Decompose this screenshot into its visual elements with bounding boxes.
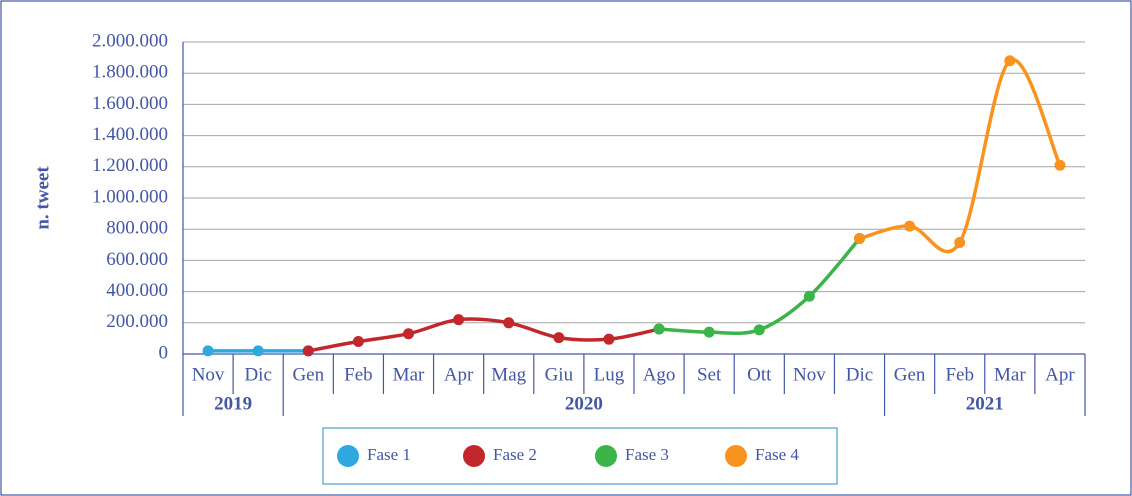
legend-marker	[337, 445, 359, 467]
x-tick-label: Gen	[894, 364, 926, 385]
x-tick-label: Mar	[393, 364, 425, 385]
legend-label: Fase 4	[755, 445, 799, 464]
data-point	[803, 290, 815, 302]
data-point	[352, 336, 364, 348]
data-point	[553, 332, 565, 344]
x-tick-label: Set	[697, 364, 722, 385]
x-tick-label: Dic	[244, 364, 271, 385]
x-tick-label: Mag	[491, 364, 526, 385]
data-point	[904, 220, 916, 232]
legend-label: Fase 2	[493, 445, 537, 464]
x-tick-label: Mar	[994, 364, 1026, 385]
data-point	[753, 324, 765, 336]
y-tick-label: 1.600.000	[92, 93, 168, 114]
y-tick-label: 800.000	[106, 218, 168, 239]
legend-box	[322, 427, 838, 485]
data-point	[854, 233, 865, 245]
data-point	[653, 323, 665, 335]
y-tick-label: 0	[159, 342, 169, 363]
x-tick-label: Apr	[1045, 364, 1075, 385]
y-tick-label: 1.200.000	[92, 155, 168, 176]
y-tick-label: 1.400.000	[92, 124, 168, 145]
x-tick-label: Feb	[945, 364, 974, 385]
x-tick-label: Feb	[344, 364, 373, 385]
data-point	[1004, 55, 1016, 67]
x-tick-label: Apr	[444, 364, 474, 385]
x-group-label: 2020	[565, 393, 603, 414]
x-tick-label: Nov	[192, 364, 225, 385]
data-point	[252, 345, 264, 357]
x-tick-label: Lug	[594, 364, 625, 385]
y-tick-label: 1.000.000	[92, 186, 168, 207]
x-group-label: 2019	[214, 393, 252, 414]
series-line	[658, 237, 861, 336]
x-group-label: 2021	[966, 393, 1004, 414]
x-tick-label: Nov	[793, 364, 826, 385]
x-tick-label: Gen	[292, 364, 324, 385]
x-tick-label: Dic	[846, 364, 873, 385]
y-tick-label: 200.000	[106, 311, 168, 332]
legend-label: Fase 1	[367, 445, 411, 464]
legend-marker	[595, 445, 617, 467]
legend-label: Fase 3	[625, 445, 669, 464]
y-tick-label: 2.000.000	[92, 30, 168, 51]
data-point	[1054, 159, 1066, 171]
legend-marker	[725, 445, 747, 467]
data-point	[453, 314, 465, 326]
data-point	[503, 317, 515, 329]
y-tick-label: 600.000	[106, 249, 168, 270]
legend-marker	[463, 445, 485, 467]
data-point	[403, 328, 414, 340]
data-point	[954, 236, 966, 248]
y-tick-label: 400.000	[106, 280, 168, 301]
x-tick-label: Ago	[643, 364, 676, 385]
x-tick-label: Giu	[545, 364, 574, 385]
data-point	[703, 326, 715, 338]
y-tick-label: 1.800.000	[92, 62, 168, 83]
data-point	[603, 333, 615, 345]
data-point	[302, 345, 314, 357]
series-line	[859, 57, 1062, 254]
data-point	[202, 345, 214, 357]
x-tick-label: Ott	[747, 364, 772, 385]
y-axis-label: n. tweet	[32, 166, 53, 230]
